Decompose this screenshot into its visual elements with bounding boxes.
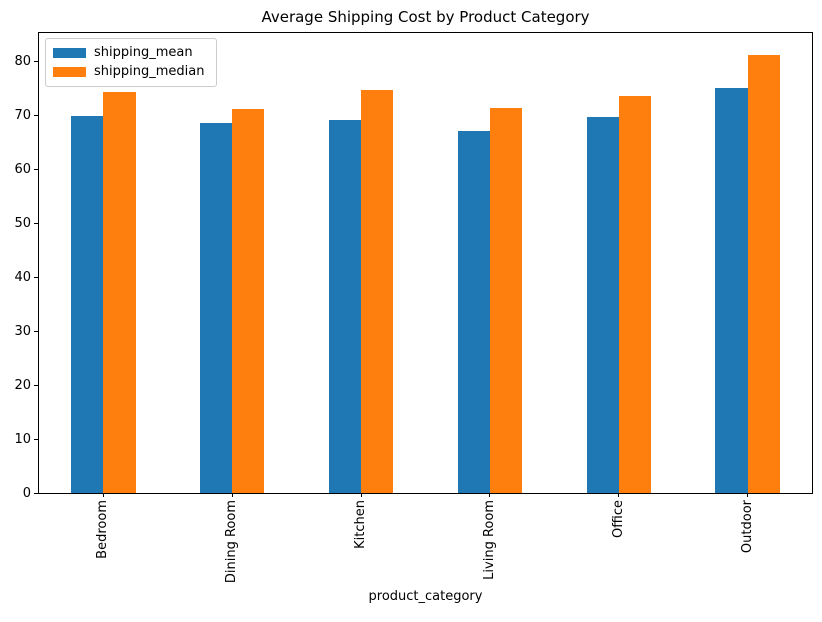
x-tick-mark — [231, 493, 233, 497]
y-tick-mark — [34, 114, 38, 116]
bar-shipping-median — [747, 55, 780, 493]
bar-shipping-mean — [71, 116, 104, 493]
legend-swatch-shipping-median — [53, 67, 86, 77]
bar-shipping-mean — [715, 87, 748, 493]
bar-shipping-median — [618, 96, 651, 493]
y-tick-mark — [34, 168, 38, 170]
y-tick-label: 60 — [14, 161, 31, 177]
bar-shipping-median — [489, 108, 523, 493]
x-tick-label: Kitchen — [353, 500, 369, 549]
bar-shipping-mean — [457, 131, 490, 493]
y-tick-label: 30 — [14, 323, 31, 339]
x-tick-label: Outdoor — [739, 500, 755, 554]
bar-shipping-mean — [328, 120, 362, 493]
legend-label: shipping_median — [94, 64, 205, 79]
y-tick-label: 10 — [14, 431, 31, 447]
y-tick-mark — [34, 60, 38, 62]
bar-shipping-median — [232, 109, 265, 493]
x-tick-mark — [102, 493, 104, 497]
y-tick-mark — [34, 438, 38, 440]
x-axis-label: product_category — [368, 589, 483, 604]
bar-shipping-median — [361, 89, 394, 493]
y-tick-mark — [34, 384, 38, 386]
y-tick-label: 80 — [14, 53, 31, 69]
x-tick-mark — [360, 493, 362, 497]
x-tick-label: Office — [610, 500, 626, 538]
y-tick-mark — [34, 276, 38, 278]
legend-entry: shipping_median — [53, 65, 204, 79]
x-tick-label: Dining Room — [224, 500, 240, 584]
x-tick-mark — [489, 493, 491, 497]
y-tick-mark — [34, 222, 38, 224]
y-tick-label: 50 — [14, 215, 31, 231]
legend-entry: shipping_mean — [53, 46, 204, 60]
legend-label: shipping_mean — [94, 45, 193, 60]
x-tick-label: Bedroom — [95, 500, 111, 559]
bar-shipping-median — [103, 92, 136, 493]
x-tick-label: Living Room — [481, 500, 497, 580]
chart-title: Average Shipping Cost by Product Categor… — [261, 8, 590, 26]
y-tick-label: 0 — [22, 485, 31, 501]
bar-shipping-mean — [586, 117, 619, 493]
y-tick-label: 40 — [14, 269, 31, 285]
legend-swatch-shipping-mean — [53, 48, 86, 58]
x-tick-mark — [747, 493, 749, 497]
bar-shipping-mean — [200, 123, 233, 493]
plot-area: shipping_mean shipping_median 0 10 20 30 40 50… — [14, 32, 813, 583]
y-tick-mark — [34, 492, 38, 494]
y-tick-mark — [34, 330, 38, 332]
y-tick-label: 20 — [14, 377, 31, 393]
x-tick-mark — [618, 493, 620, 497]
y-tick-label: 70 — [14, 107, 31, 123]
legend: shipping_mean shipping_median — [45, 38, 218, 87]
